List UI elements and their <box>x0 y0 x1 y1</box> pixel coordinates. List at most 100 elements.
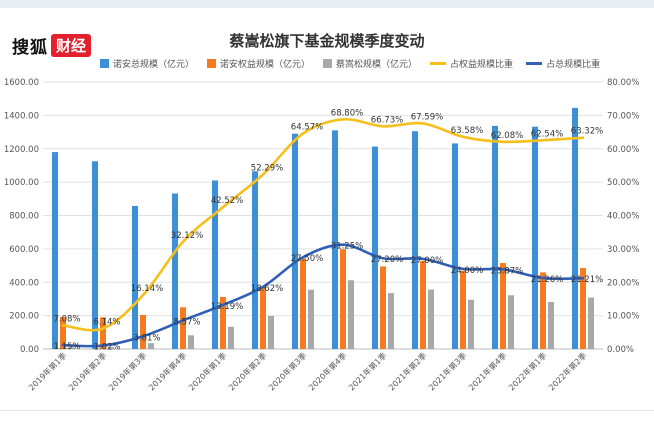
legend-swatch-equity-ratio <box>430 62 447 65</box>
legend-swatch-total-ratio <box>526 62 543 65</box>
data-label-equity-ratio: 32.12% <box>171 231 203 241</box>
bar-total <box>252 171 258 349</box>
bar-equity <box>420 260 426 349</box>
data-label-total-ratio: 8.57% <box>173 317 200 327</box>
bar-total <box>212 180 218 349</box>
legend-item-total-ratio: 占总规模比重 <box>526 57 600 70</box>
bar-total <box>92 161 98 349</box>
y-right-tick-label: 20.00% <box>607 278 639 288</box>
chart-title: 蔡嵩松旗下基金规模季度变动 <box>229 32 425 50</box>
logo-brand: 搜狐 <box>12 37 48 58</box>
y-right-tick-label: 30.00% <box>607 245 639 255</box>
data-label-equity-ratio: 68.80% <box>331 108 363 118</box>
x-tick-label: 2021年第1季 <box>346 350 388 392</box>
y-left-tick-label: 1600.00 <box>4 78 39 88</box>
x-tick-label: 2019年第3季 <box>106 350 148 392</box>
y-right-tick-label: 80.00% <box>607 78 639 88</box>
bar-cai <box>148 343 154 349</box>
legend-label-total: 诺安总规模（亿元） <box>113 60 195 70</box>
legend-item-total: 诺安总规模（亿元） <box>100 57 194 70</box>
legend-label-equity: 诺安权益规模（亿元） <box>220 60 311 70</box>
bar-equity <box>60 316 66 349</box>
bar-equity <box>300 258 306 349</box>
data-label-equity-ratio: 62.08% <box>491 131 523 141</box>
bar-total <box>412 131 418 349</box>
y-left-tick-label: 1200.00 <box>4 145 39 155</box>
x-tick-label: 2021年第2季 <box>386 350 428 392</box>
data-label-equity-ratio: 52.29% <box>251 163 283 173</box>
x-tick-label: 2022年第1季 <box>506 350 548 392</box>
y-right-tick-label: 0.00% <box>607 345 634 355</box>
bar-cai <box>548 301 554 349</box>
bar-cai <box>388 293 394 349</box>
y-left-tick-label: 200.00 <box>9 312 39 322</box>
line-total-ratio <box>61 243 585 348</box>
legend-label-equity-ratio: 占权益规模比重 <box>450 60 514 70</box>
bar-cai <box>308 289 314 349</box>
bar-cai <box>268 315 274 349</box>
bar-cai <box>228 326 234 349</box>
legend-swatch-equity <box>207 59 217 68</box>
x-tick-label: 2019年第4季 <box>146 350 188 392</box>
data-label-total-ratio: 27.50% <box>291 254 323 264</box>
bar-equity <box>340 249 346 349</box>
legend-swatch-total <box>100 59 109 68</box>
chart-legend: 诺安总规模（亿元） 诺安权益规模（亿元） 蔡嵩松规模（亿元） 占权益规模比重 占… <box>100 57 613 70</box>
legend-label-cai: 蔡嵩松规模（亿元） <box>336 60 418 70</box>
x-tick-label: 2020年第3季 <box>266 350 308 392</box>
bar-cai <box>68 347 74 349</box>
y-right-tick-label: 50.00% <box>607 178 639 188</box>
bar-cai <box>428 289 434 349</box>
data-label-total-ratio: 1.02% <box>93 343 120 353</box>
x-tick-label: 2020年第1季 <box>186 350 228 392</box>
legend-label-total-ratio: 占总规模比重 <box>546 60 601 70</box>
bar-equity <box>100 317 106 349</box>
x-tick-label: 2019年第1季 <box>26 350 68 392</box>
y-left-tick-label: 400.00 <box>9 278 39 288</box>
data-label-total-ratio: 24.00% <box>451 266 483 276</box>
top-bar <box>0 0 654 8</box>
line-equity-ratio <box>61 118 585 332</box>
sohu-finance-logo: 搜狐 财经 <box>12 33 92 58</box>
bar-equity <box>140 314 146 349</box>
legend-item-equity: 诺安权益规模（亿元） <box>207 57 310 70</box>
y-right-tick-label: 10.00% <box>607 312 639 322</box>
legend-swatch-cai <box>323 59 333 68</box>
bar-total <box>532 126 538 349</box>
data-label-total-ratio: 27.00% <box>411 256 443 266</box>
bar-cai <box>508 295 514 349</box>
data-label-equity-ratio: 63.58% <box>451 126 483 136</box>
bar-total <box>292 133 298 349</box>
y-right-tick-label: 60.00% <box>607 145 639 155</box>
y-left-tick-label: 0.00 <box>20 345 39 355</box>
data-label-total-ratio: 31.25% <box>331 242 363 252</box>
x-tick-label: 2021年第4季 <box>466 350 508 392</box>
data-label-total-ratio: 18.62% <box>251 284 283 294</box>
x-tick-label: 2019年第2季 <box>66 350 108 392</box>
data-label-equity-ratio: 66.73% <box>371 115 403 125</box>
bar-total <box>132 205 138 349</box>
bar-equity <box>500 263 506 349</box>
data-label-equity-ratio: 64.57% <box>291 122 323 132</box>
data-label-equity-ratio: 67.59% <box>411 112 443 122</box>
bar-total <box>572 107 578 349</box>
bar-cai <box>188 335 194 349</box>
x-tick-label: 2020年第4季 <box>306 350 348 392</box>
data-label-total-ratio: 21.26% <box>531 275 563 285</box>
x-tick-label: 2022年第2季 <box>546 350 588 392</box>
data-label-total-ratio: 27.20% <box>371 255 403 265</box>
legend-item-cai: 蔡嵩松规模（亿元） <box>323 57 417 70</box>
y-right-tick-label: 40.00% <box>607 212 639 222</box>
data-label-equity-ratio: 62.54% <box>531 129 563 139</box>
x-tick-label: 2020年第2季 <box>226 350 268 392</box>
y-left-tick-label: 600.00 <box>9 245 39 255</box>
bar-cai <box>468 299 474 349</box>
bar-equity <box>540 272 546 349</box>
bar-cai <box>348 280 354 349</box>
bar-equity <box>580 268 586 349</box>
bar-cai <box>108 346 114 349</box>
bar-equity <box>380 266 386 349</box>
bar-cai <box>588 297 594 349</box>
bottom-divider <box>0 410 654 411</box>
